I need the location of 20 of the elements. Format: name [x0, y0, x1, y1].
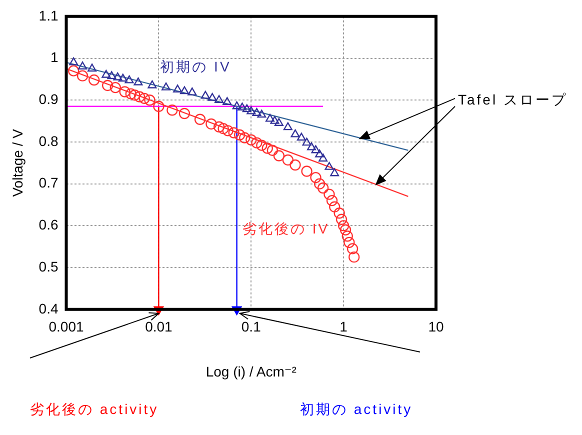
x-axis-title: Log (i) / Acm⁻² [206, 363, 297, 380]
text: 初期の activity [300, 400, 413, 417]
y-tick-label: 0.6 [38, 216, 58, 233]
y-tick-label: 0.5 [38, 258, 58, 274]
y-tick-label: 0.9 [38, 90, 58, 107]
series-label: 劣化後の IV [242, 220, 330, 237]
y-tick-label: 0.7 [38, 174, 58, 191]
text: 劣化後の activity [30, 400, 159, 417]
y-tick-label: 1 [50, 49, 58, 66]
x-tick-label: 0.001 [48, 318, 84, 335]
x-tick-label: 1 [340, 318, 348, 335]
x-tick-label: 0.1 [241, 318, 262, 335]
y-axis-title: Voltage / V [9, 128, 26, 197]
y-tick-label: 0.8 [38, 132, 58, 149]
annotation: Tafel スロープ [458, 91, 568, 108]
x-tick-label: 10 [428, 318, 444, 335]
x-tick-label: 0.01 [145, 318, 173, 335]
y-tick-label: 0.4 [38, 300, 58, 316]
y-tick-label: 1.1 [38, 7, 58, 24]
series-label: 初期の IV [160, 58, 232, 74]
